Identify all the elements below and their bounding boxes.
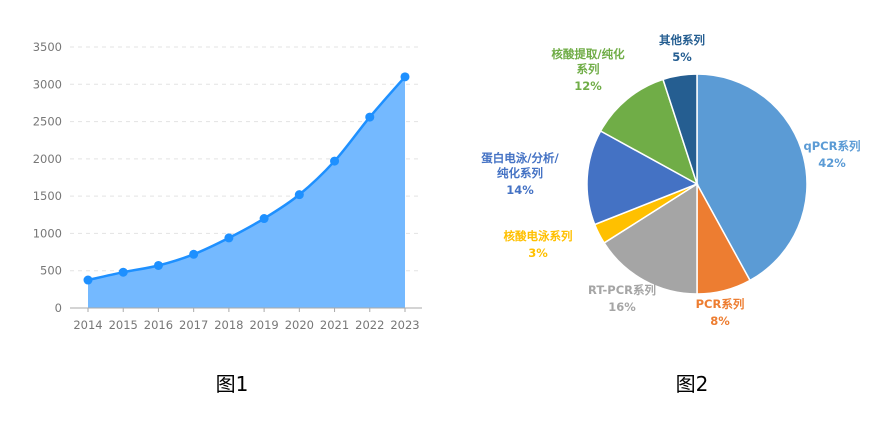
slice-percent: 14% — [506, 183, 534, 197]
slice-label: qPCR系列 — [804, 139, 861, 153]
data-point — [365, 112, 375, 122]
slice-label: 蛋白电泳/分析/ — [481, 151, 559, 165]
y-tick-label: 2500 — [33, 115, 62, 129]
slice-percent: 5% — [672, 50, 692, 64]
data-point — [294, 190, 304, 200]
caption-figure-2: 图2 — [675, 372, 709, 396]
data-point — [118, 267, 128, 277]
data-point — [259, 214, 269, 224]
data-point — [153, 260, 163, 270]
y-tick-label: 1500 — [33, 189, 62, 203]
pie-slice — [696, 73, 808, 282]
x-tick-label: 2018 — [214, 318, 243, 332]
x-tick-label: 2017 — [179, 318, 208, 332]
caption-figure-1: 图1 — [215, 372, 249, 396]
x-tick-label: 2019 — [249, 318, 278, 332]
data-point — [224, 233, 234, 243]
x-tick-label: 2020 — [285, 318, 314, 332]
area-fill — [88, 76, 405, 308]
data-point — [189, 249, 199, 259]
x-tick-label: 2023 — [390, 318, 419, 332]
slice-label: 纯化系列 — [497, 166, 543, 180]
data-point — [83, 275, 93, 285]
slice-percent: 16% — [608, 300, 636, 314]
x-tick-label: 2021 — [320, 318, 349, 332]
y-tick-label: 500 — [40, 264, 62, 278]
x-tick-label: 2022 — [355, 318, 384, 332]
slice-percent: 42% — [818, 156, 846, 170]
y-tick-label: 3000 — [33, 77, 62, 91]
slice-label: 其他系列 — [659, 33, 705, 47]
y-tick-label: 2000 — [33, 152, 62, 166]
slice-label: PCR系列 — [696, 297, 745, 311]
y-tick-label: 3500 — [33, 40, 62, 54]
slice-label: RT-PCR系列 — [588, 283, 656, 297]
slice-percent: 3% — [528, 246, 548, 260]
slice-label: 系列 — [577, 62, 600, 76]
x-tick-label: 2014 — [73, 318, 102, 332]
series-line — [87, 76, 406, 282]
x-tick-label: 2016 — [144, 318, 173, 332]
pie-slice — [599, 78, 699, 186]
slice-percent: 12% — [574, 79, 602, 93]
pie-slice — [662, 73, 698, 185]
slice-label: 核酸电泳系列 — [504, 229, 573, 243]
slice-percent: 8% — [710, 314, 730, 328]
y-tick-label: 0 — [55, 301, 62, 315]
y-tick-label: 1000 — [33, 226, 62, 240]
pie-slice — [603, 182, 698, 295]
data-point — [330, 156, 340, 166]
data-point — [400, 72, 410, 82]
x-tick-label: 2015 — [109, 318, 138, 332]
pie-slice — [586, 129, 699, 226]
slice-label: 核酸提取/纯化 — [551, 47, 625, 61]
